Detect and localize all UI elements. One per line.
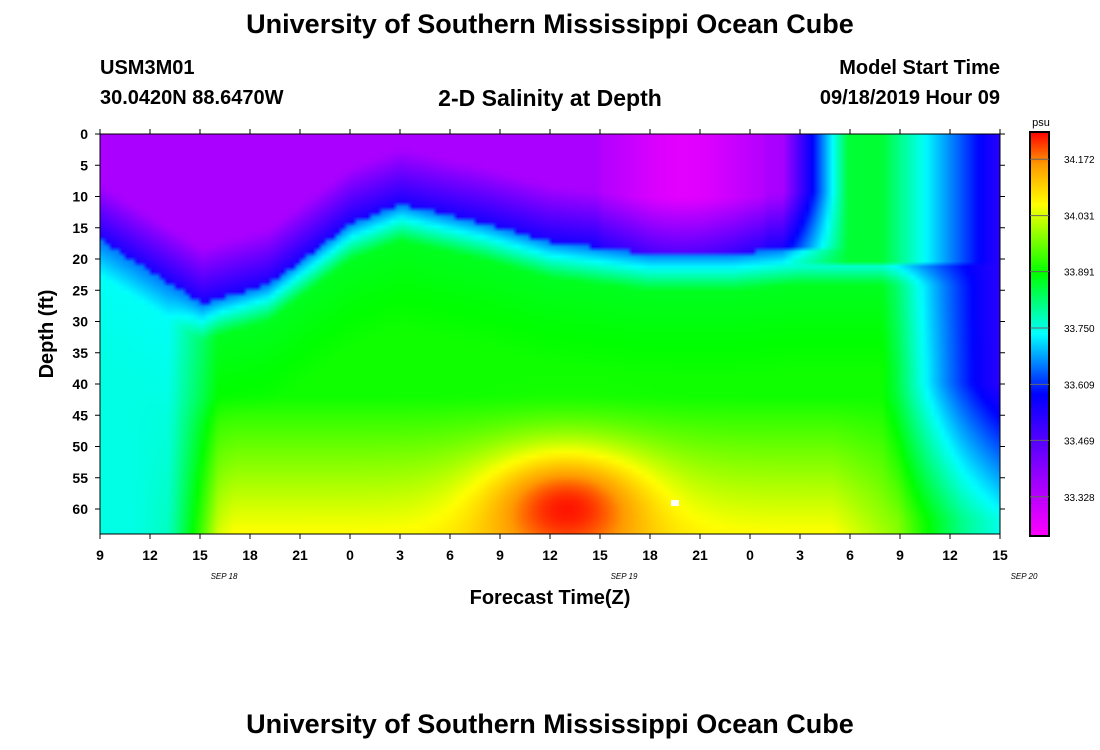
x-tick-label: 0 [346,547,354,563]
y-tick-label: 15 [72,220,88,236]
station-coordinates: 30.0420N 88.6470W [100,87,284,109]
x-tick-label: 9 [896,547,904,563]
x-tick-label: 0 [746,547,754,563]
salinity-heatmap [100,134,1000,534]
footer-title: University of Southern Mississippi Ocean… [246,709,854,739]
x-tick-label: 18 [242,547,258,563]
x-tick-label: 15 [992,547,1008,563]
colorbar-tick-label: 33.469 [1064,436,1095,447]
colorbar-tick-label: 34.031 [1064,212,1095,223]
model-start-value: 09/18/2019 Hour 09 [819,87,1000,109]
y-axis-label: Depth (ft) [36,290,58,379]
date-label: SEP 20 [1011,572,1038,581]
y-tick-label: 0 [80,126,88,142]
y-tick-label: 30 [72,314,88,330]
colorbar-tick-label: 33.328 [1064,493,1095,504]
x-tick-label: 15 [592,547,608,563]
y-tick-label: 35 [72,345,88,361]
y-axis: 0 5 10 15 20 25 30 35 40 45 50 55 60 [72,126,1005,517]
x-tick-label: 6 [846,547,854,563]
colorbar-ramp [1029,131,1050,537]
colorbar-tick-label: 33.891 [1064,268,1095,279]
y-tick-label: 50 [72,439,88,455]
date-label: SEP 18 [211,572,238,581]
x-tick-label: 21 [692,547,708,563]
x-tick-label: 18 [642,547,658,563]
model-start-label: Model Start Time [839,57,1000,79]
max-salinity-marker [671,500,679,506]
x-tick-label: 3 [396,547,404,563]
y-tick-label: 20 [72,251,88,267]
colorbar: psu [1029,117,1050,537]
colorbar-tick-label: 33.750 [1064,324,1095,335]
date-label: SEP 19 [611,572,638,581]
main-title: University of Southern Mississippi Ocean… [246,9,854,39]
x-tick-label: 9 [496,547,504,563]
x-tick-label: 15 [192,547,208,563]
y-tick-label: 25 [72,282,88,298]
x-axis-label: Forecast Time(Z) [470,587,631,609]
x-tick-label: 6 [446,547,454,563]
y-tick-label: 10 [72,189,88,205]
x-tick-label: 12 [142,547,158,563]
y-tick-label: 60 [72,501,88,517]
y-tick-label: 40 [72,376,88,392]
colorbar-tick-label: 33.609 [1064,380,1095,391]
x-tick-label: 21 [292,547,308,563]
x-tick-label: 12 [542,547,558,563]
x-tick-label: 12 [942,547,958,563]
plot-title: 2-D Salinity at Depth [438,85,662,111]
colorbar-ticks: 34.172 34.031 33.891 33.750 33.609 33.469 33.3… [1030,155,1095,504]
x-tick-label: 3 [796,547,804,563]
y-tick-label: 45 [72,407,88,423]
y-tick-label: 5 [80,157,88,173]
y-tick-label: 55 [72,470,88,486]
colorbar-unit: psu [1032,117,1050,129]
x-tick-label: 9 [96,547,104,563]
station-id: USM3M01 [100,57,195,79]
colorbar-tick-label: 34.172 [1064,155,1095,166]
